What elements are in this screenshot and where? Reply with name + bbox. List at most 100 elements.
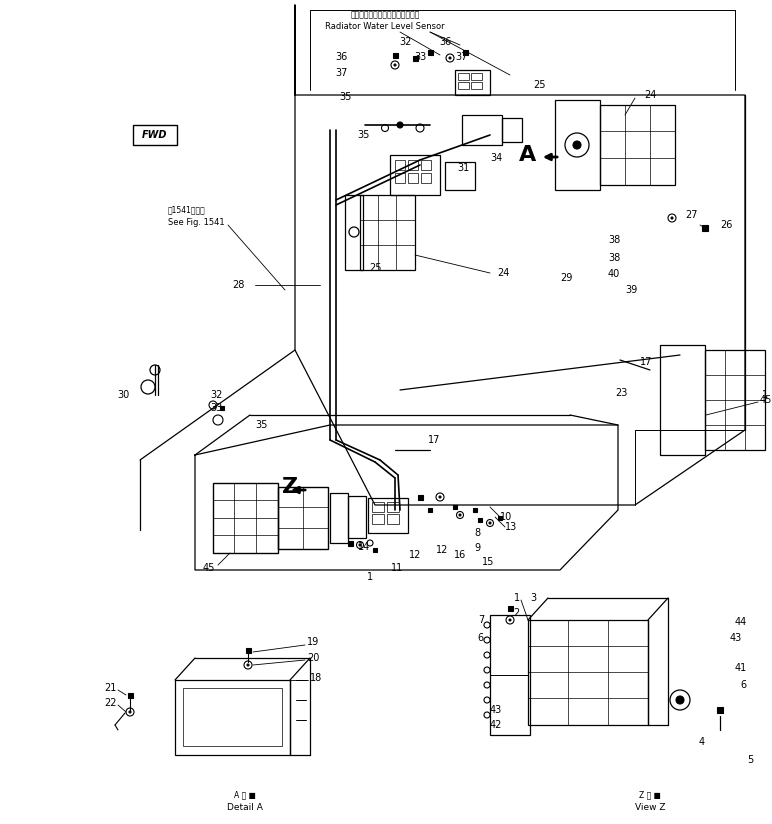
Text: 25: 25 <box>533 80 547 90</box>
Bar <box>462 49 468 54</box>
Text: 37: 37 <box>455 52 468 62</box>
Bar <box>471 82 482 89</box>
Circle shape <box>573 141 581 149</box>
Text: 45: 45 <box>760 395 772 405</box>
Text: 28: 28 <box>232 280 245 290</box>
Text: 20: 20 <box>307 653 320 663</box>
Text: 12: 12 <box>409 550 422 560</box>
Bar <box>213 418 217 422</box>
Circle shape <box>126 708 134 716</box>
Text: 38: 38 <box>608 253 620 263</box>
Bar <box>373 548 377 552</box>
Bar <box>705 350 765 450</box>
Bar <box>395 160 405 170</box>
Bar <box>471 73 482 80</box>
Circle shape <box>509 619 511 621</box>
Text: A 詳 ■: A 詳 ■ <box>234 790 256 799</box>
Text: 33: 33 <box>210 403 222 413</box>
Bar <box>498 516 502 520</box>
Bar <box>660 345 705 455</box>
Bar <box>702 225 708 231</box>
Circle shape <box>244 661 252 669</box>
Text: A: A <box>520 145 537 165</box>
Circle shape <box>489 522 491 524</box>
Text: 25: 25 <box>370 263 382 273</box>
Bar <box>360 195 415 270</box>
Text: 29: 29 <box>560 273 572 283</box>
Bar <box>507 606 513 611</box>
Text: 26: 26 <box>720 220 733 230</box>
Bar <box>473 508 477 512</box>
Circle shape <box>397 122 403 128</box>
Bar <box>183 688 282 746</box>
Text: View Z: View Z <box>635 803 665 812</box>
Text: 19: 19 <box>307 637 320 647</box>
Circle shape <box>459 514 461 516</box>
Text: 27: 27 <box>685 210 697 220</box>
Text: 16: 16 <box>454 550 466 560</box>
Bar <box>345 195 363 270</box>
Text: 18: 18 <box>310 673 322 683</box>
Text: 43: 43 <box>489 705 502 715</box>
Circle shape <box>484 637 490 643</box>
Circle shape <box>486 519 493 527</box>
Circle shape <box>436 493 444 501</box>
Text: 14: 14 <box>358 542 371 552</box>
Text: 10: 10 <box>500 512 513 522</box>
Text: 6: 6 <box>478 633 484 643</box>
Bar <box>278 487 328 549</box>
Bar <box>368 498 408 533</box>
Text: 6: 6 <box>740 680 746 690</box>
Circle shape <box>668 214 676 222</box>
Text: 45: 45 <box>202 563 215 573</box>
Circle shape <box>439 496 441 498</box>
Text: 9: 9 <box>474 543 480 553</box>
Text: 35: 35 <box>357 130 370 140</box>
Text: 36: 36 <box>336 52 348 62</box>
Bar <box>445 162 475 190</box>
Bar <box>421 173 431 183</box>
Circle shape <box>484 667 490 673</box>
Text: 4: 4 <box>699 737 705 747</box>
Text: 12: 12 <box>436 545 449 555</box>
Circle shape <box>141 380 155 394</box>
Circle shape <box>446 54 454 62</box>
Bar <box>428 508 432 512</box>
Circle shape <box>565 133 589 157</box>
Bar <box>600 105 675 185</box>
Bar <box>408 160 418 170</box>
Bar <box>395 173 405 183</box>
Bar <box>418 494 422 499</box>
Bar <box>220 406 224 410</box>
Circle shape <box>484 682 490 688</box>
Circle shape <box>357 541 364 549</box>
Circle shape <box>129 711 131 713</box>
Text: 21: 21 <box>105 683 117 693</box>
Text: FWD: FWD <box>142 130 168 140</box>
Circle shape <box>394 64 396 66</box>
Circle shape <box>381 124 388 132</box>
Text: 35: 35 <box>255 420 267 430</box>
Bar <box>390 155 440 195</box>
Text: Radiator Water Level Sensor: Radiator Water Level Sensor <box>325 22 445 31</box>
Text: 36: 36 <box>438 37 451 47</box>
Bar <box>387 514 399 524</box>
Circle shape <box>416 124 424 132</box>
Text: 8: 8 <box>474 528 480 538</box>
Text: 30: 30 <box>118 390 130 400</box>
Text: 17: 17 <box>640 357 652 367</box>
Text: 35: 35 <box>340 92 352 102</box>
Text: 17: 17 <box>428 435 440 445</box>
Circle shape <box>213 415 223 425</box>
Bar <box>127 692 133 697</box>
Polygon shape <box>133 125 177 145</box>
Circle shape <box>676 696 684 704</box>
Text: 37: 37 <box>336 68 348 78</box>
Circle shape <box>506 616 514 624</box>
Text: 31: 31 <box>457 163 469 173</box>
Circle shape <box>349 227 359 237</box>
Text: 1: 1 <box>367 572 373 582</box>
Bar <box>408 173 418 183</box>
Bar <box>330 493 348 543</box>
Circle shape <box>456 512 463 518</box>
